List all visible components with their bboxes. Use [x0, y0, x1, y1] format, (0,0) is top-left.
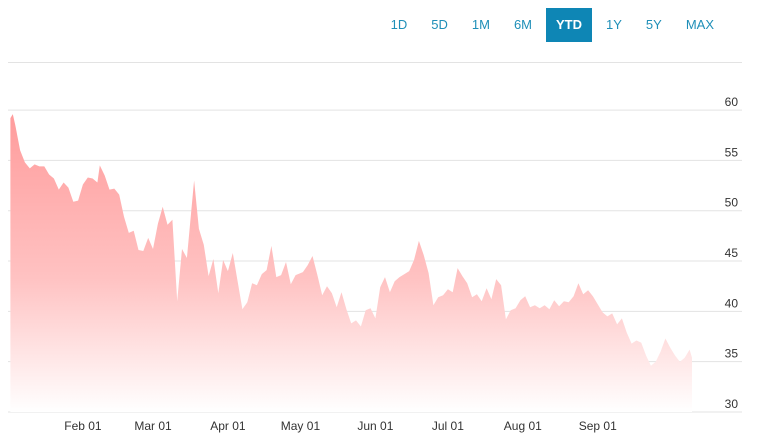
- range-button-1y[interactable]: 1Y: [606, 17, 622, 32]
- top-divider: [8, 62, 742, 63]
- x-tick-label: May 01: [281, 419, 321, 433]
- x-tick-label: Feb 01: [64, 419, 102, 433]
- price-area: [10, 114, 692, 412]
- y-tick-label: 50: [725, 196, 739, 210]
- x-tick-labels: Feb 01 Mar 01 Apr 01 May 01 Jun 01 Jul 01 Aug …: [64, 419, 617, 433]
- range-button-5d[interactable]: 5D: [431, 17, 448, 32]
- x-tick-label: Sep 01: [579, 419, 617, 433]
- x-tick-label: Apr 01: [210, 419, 246, 433]
- y-tick-label: 30: [725, 397, 739, 411]
- y-tick-label: 45: [725, 246, 739, 260]
- y-tick-labels: 60 55 50 45 40 35 30: [725, 95, 739, 411]
- range-button-5y[interactable]: 5Y: [645, 17, 662, 32]
- y-tick-label: 60: [725, 95, 739, 109]
- x-tick-label: Mar 01: [134, 419, 172, 433]
- y-tick-label: 40: [725, 296, 739, 310]
- y-tick-label: 55: [725, 145, 739, 159]
- range-selector: 1D 5D 1M 6M YTD 1Y 5Y MAX: [381, 8, 724, 42]
- x-tick-label: Jun 01: [357, 419, 393, 433]
- range-button-max[interactable]: MAX: [685, 17, 714, 32]
- range-button-1m[interactable]: 1M: [471, 17, 490, 32]
- range-button-1d[interactable]: 1D: [390, 17, 408, 32]
- y-tick-label: 35: [725, 347, 739, 361]
- area-series: [10, 114, 692, 412]
- range-button-6m[interactable]: 6M: [513, 17, 533, 32]
- x-tick-label: Jul 01: [432, 419, 464, 433]
- x-tick-label: Aug 01: [504, 419, 542, 433]
- range-button-ytd[interactable]: YTD: [546, 8, 593, 42]
